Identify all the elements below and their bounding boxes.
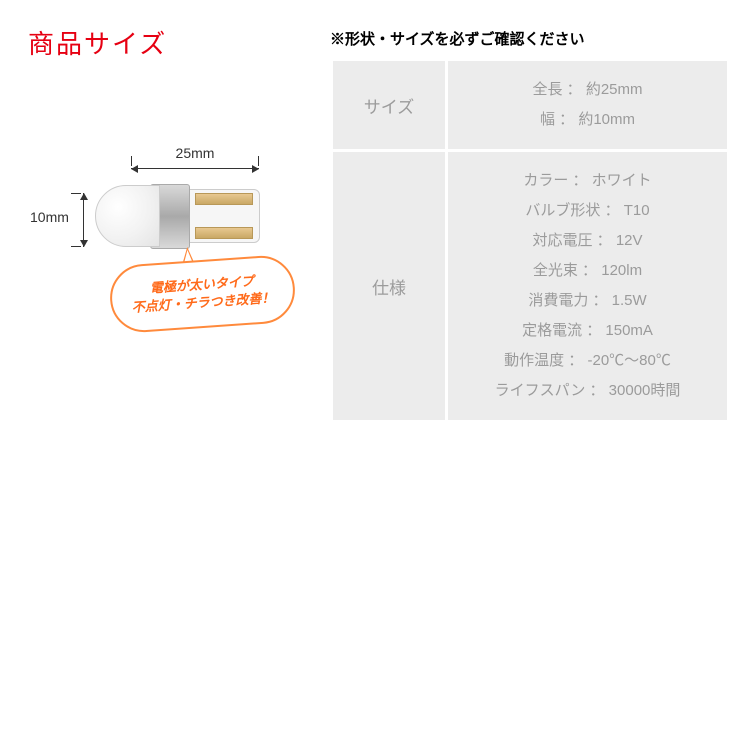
size-width: 幅 ： 約10mm <box>456 105 719 135</box>
spec-voltage: 対応電圧 ： 12V <box>456 226 719 256</box>
spec-table: サイズ 全長 ： 約25mm 幅 ： 約10mm 仕様 カラー ： ホワイト バ… <box>330 58 730 423</box>
product-diagram: 25mm 10mm 電極が太いタイプ 不点灯・チラつき改善！ <box>30 145 290 365</box>
dimension-height-label: 10mm <box>30 209 69 225</box>
bulb-dome <box>95 185 160 247</box>
dimension-width: 25mm <box>130 145 260 175</box>
spec-power: 消費電力 ： 1.5W <box>456 286 719 316</box>
spec-temp: 動作温度 ： -20℃〜80℃ <box>456 346 719 376</box>
bulb-contact <box>195 227 253 239</box>
spec-label-cell: 仕様 <box>332 151 447 422</box>
dimension-height-line <box>76 193 90 247</box>
size-length: 全長 ： 約25mm <box>456 75 719 105</box>
bulb-illustration <box>95 185 265 255</box>
dimension-width-line <box>131 161 259 175</box>
spec-bulb-type: バルブ形状 ： T10 <box>456 196 719 226</box>
table-row: サイズ 全長 ： 約25mm 幅 ： 約10mm <box>332 60 729 151</box>
warning-text: ※形状・サイズを必ずご確認ください <box>330 28 585 49</box>
dimension-width-label: 25mm <box>130 145 260 161</box>
spec-current: 定格電流 ： 150mA <box>456 316 719 346</box>
spec-life: ライフスパン ： 30000時間 <box>456 376 719 406</box>
size-label-cell: サイズ <box>332 60 447 151</box>
spec-value-cell: カラー ： ホワイト バルブ形状 ： T10 対応電圧 ： 12V 全光束 ： … <box>447 151 729 422</box>
spec-lumen: 全光束 ： 120lm <box>456 256 719 286</box>
callout-bubble: 電極が太いタイプ 不点灯・チラつき改善！ <box>108 254 297 335</box>
spec-color: カラー ： ホワイト <box>456 166 719 196</box>
size-value-cell: 全長 ： 約25mm 幅 ： 約10mm <box>447 60 729 151</box>
table-row: 仕様 カラー ： ホワイト バルブ形状 ： T10 対応電圧 ： 12V 全光束… <box>332 151 729 422</box>
bulb-contact <box>195 193 253 205</box>
